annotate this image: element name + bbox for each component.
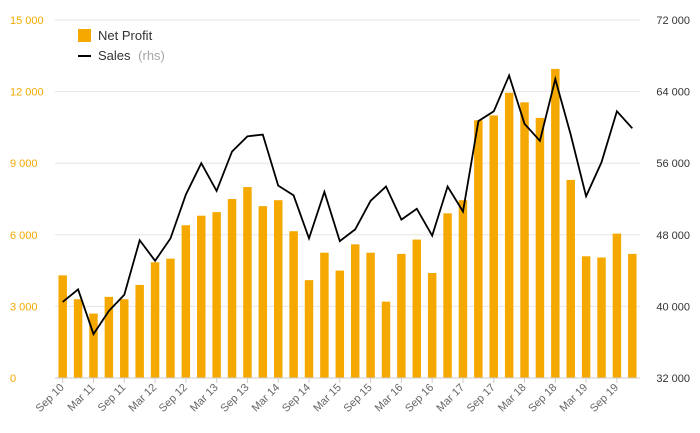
net-profit-bar: [443, 213, 452, 378]
right-tick-label: 64 000: [656, 87, 690, 99]
legend: Net Profit Sales (rhs): [78, 28, 165, 63]
x-tick-label: Mar 18: [496, 382, 529, 415]
right-tick-label: 48 000: [656, 230, 690, 242]
net-profit-bar: [489, 115, 498, 378]
left-axis-ticks: 0 3 000 6 000 9 000 12 000 15 000: [10, 15, 44, 385]
svg-text:Sales (rhs): Sales (rhs): [98, 48, 165, 63]
net-profit-bar: [150, 262, 160, 378]
right-tick-label: 56 000: [656, 158, 690, 170]
legend-sales-suffix: (rhs): [138, 48, 165, 63]
x-tick-label: Sep 17: [465, 382, 498, 415]
net-profit-bar: [520, 102, 529, 378]
right-axis-ticks: 32 000 40 000 48 000 56 000 64 000 72 000: [656, 15, 690, 385]
left-tick-label: 6 000: [10, 230, 38, 242]
net-profit-bar: [135, 284, 144, 378]
net-profit-bar: [166, 258, 175, 378]
net-profit-bar: [597, 257, 606, 378]
net-profit-bars: [58, 68, 637, 379]
x-tick-label: Sep 13: [218, 382, 251, 415]
net-profit-bar: [73, 299, 83, 378]
x-tick-label: Sep 10: [34, 382, 67, 415]
x-tick-label: Sep 19: [588, 382, 621, 415]
right-tick-label: 32 000: [656, 373, 690, 385]
net-profit-bar: [628, 253, 637, 378]
net-profit-bar: [581, 256, 591, 378]
net-profit-bar: [58, 275, 67, 378]
x-tick-label: Mar 13: [188, 382, 221, 415]
x-tick-label: Sep 15: [342, 382, 375, 415]
net-profit-bar: [181, 225, 191, 378]
net-profit-bar: [612, 233, 622, 378]
net-profit-bar: [427, 272, 437, 378]
net-profit-bar: [458, 200, 468, 378]
left-tick-label: 9 000: [10, 158, 38, 170]
net-profit-bar: [381, 301, 391, 378]
sales-line: [62, 72, 633, 337]
net-profit-bar: [243, 187, 252, 378]
net-profit-bar: [366, 252, 375, 378]
x-tick-label: Mar 14: [250, 382, 283, 415]
net-profit-bar: [212, 212, 221, 378]
net-profit-bar: [535, 117, 545, 378]
x-tick-label: Mar 15: [311, 382, 344, 415]
right-tick-label: 72 000: [656, 15, 690, 27]
net-profit-bar: [350, 244, 360, 378]
net-profit-bar: [551, 68, 560, 378]
net-profit-bar: [104, 296, 114, 378]
x-tick-label: Mar 11: [65, 382, 97, 414]
net-profit-bar: [412, 239, 422, 378]
net-profit-bar: [504, 92, 514, 378]
net-profit-bar: [197, 215, 206, 378]
net-profit-bar: [566, 179, 575, 378]
legend-net-profit-swatch: [78, 29, 91, 42]
net-profit-bar: [227, 199, 237, 378]
x-tick-label: Sep 11: [96, 382, 129, 415]
net-profit-bar: [397, 253, 406, 378]
net-profit-bar: [335, 270, 345, 378]
legend-sales-label: Sales: [98, 48, 131, 63]
left-tick-label: 12 000: [10, 87, 44, 99]
x-tick-label: Sep 18: [526, 382, 559, 415]
net-profit-bar: [120, 299, 129, 378]
x-tick-label: Sep 16: [403, 382, 436, 415]
left-tick-label: 3 000: [10, 301, 38, 313]
sales-line-layer: [62, 72, 633, 337]
left-tick-label: 15 000: [10, 15, 44, 27]
net-profit-bar: [289, 231, 298, 378]
legend-net-profit-label: Net Profit: [98, 28, 153, 43]
net-profit-bar: [89, 313, 98, 378]
x-tick-label: Mar 19: [558, 382, 591, 415]
net-profit-bar: [258, 206, 268, 378]
right-tick-label: 40 000: [656, 301, 690, 313]
net-profit-bar: [474, 120, 483, 379]
x-tick-label: Sep 12: [157, 382, 190, 415]
left-tick-label: 0: [10, 373, 16, 385]
net-profit-bar: [320, 252, 329, 378]
x-tick-label: Mar 16: [373, 382, 406, 415]
x-tick-label: Mar 12: [126, 382, 159, 415]
net-profit-bar: [304, 280, 314, 378]
x-tick-label: Sep 14: [280, 382, 313, 415]
x-tick-label: Mar 17: [434, 382, 467, 415]
net-profit-bar: [273, 200, 283, 378]
